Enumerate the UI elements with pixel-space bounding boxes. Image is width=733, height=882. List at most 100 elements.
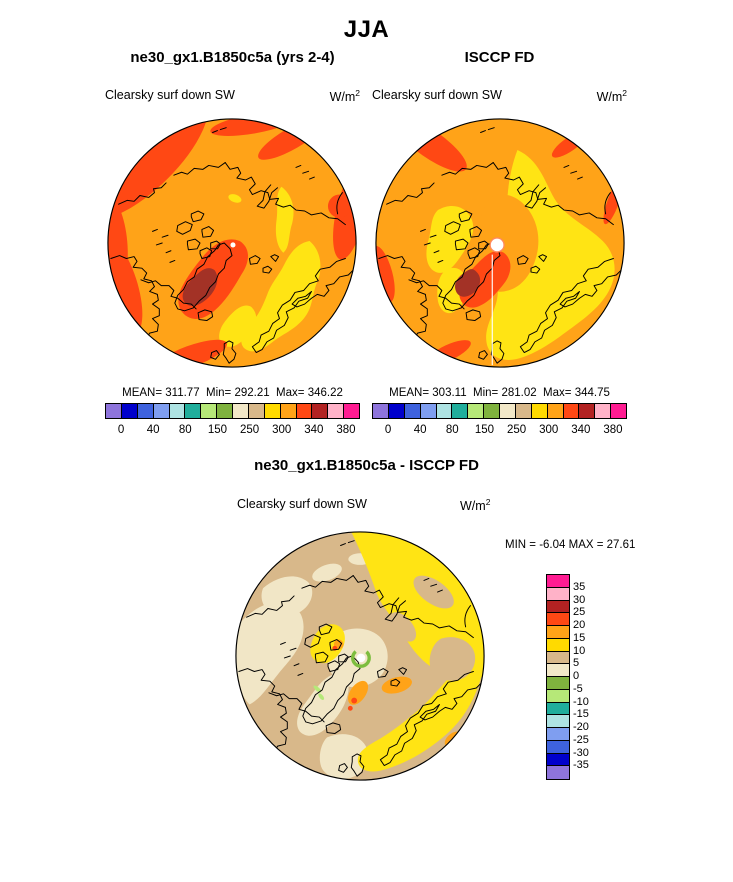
obs-field-row: Clearsky surf down SW W/m2 (372, 88, 627, 104)
colorbar-cell (547, 613, 569, 626)
model-stats: MEAN= 311.77 Min= 292.21 Max= 346.22 (122, 387, 343, 399)
colorbar-tick-label: 0 (384, 424, 392, 436)
colorbar-cell (233, 404, 249, 418)
colorbar-cell (563, 404, 580, 418)
colorbar-value-label: 30 (573, 593, 586, 606)
diff-map-outline (235, 531, 485, 781)
colorbar-cell (388, 404, 405, 418)
colorbar-cell (547, 702, 569, 716)
colorbar-cell (547, 715, 569, 728)
colorbar-value-label: -20 (573, 721, 589, 733)
colorbar-cell (328, 404, 345, 418)
colorbar-tick-label: 250 (506, 424, 527, 436)
model-units-label: W/m2 (329, 88, 360, 105)
diff-pole-dot (356, 653, 366, 663)
obs-map (375, 118, 625, 368)
colorbar-cell (579, 404, 596, 418)
colorbar-cell (373, 404, 389, 418)
colorbar-tick-label: 340 (304, 424, 324, 436)
colorbar-cell (169, 404, 186, 418)
colorbar-tick-label: 80 (178, 424, 192, 436)
colorbar-tick-label: 300 (539, 424, 559, 436)
colorbar-tick-label: 380 (336, 424, 356, 436)
model-pole-dot (230, 242, 236, 248)
colorbar-value-label: 20 (573, 619, 586, 631)
colorbar-tick-label: 80 (445, 424, 459, 436)
colorbar-tick-label: 40 (146, 424, 160, 436)
diff-field-label: Clearsky surf down SW (237, 497, 367, 511)
obs-map-outline (375, 118, 625, 368)
colorbar-tick-label: 150 (474, 424, 495, 436)
colorbar-cell (185, 404, 202, 418)
colorbar-value-label: 35 (573, 580, 586, 593)
model-colorbar (105, 403, 360, 419)
colorbar-cell (547, 404, 564, 418)
colorbar-cell (312, 404, 329, 418)
colorbar-cell (547, 689, 569, 703)
model-map (107, 118, 357, 368)
colorbar-cell (296, 404, 313, 418)
model-colorbar-ticks: 0 40 80 150 250 300 340 380 (105, 424, 362, 438)
colorbar-cell (547, 664, 569, 677)
obs-colorbar-ticks: 0 40 80 150 250 300 340 380 (372, 424, 629, 438)
model-field-row: Clearsky surf down SW W/m2 (105, 88, 360, 104)
colorbar-cell (611, 404, 626, 418)
colorbar-tick-label: 40 (413, 424, 427, 436)
colorbar-cell (547, 626, 569, 639)
figure-title: JJA (343, 16, 390, 43)
colorbar-value-label: 15 (573, 631, 586, 644)
colorbar-tick-label: 300 (272, 424, 292, 436)
colorbar-cell (547, 638, 569, 652)
colorbar-cell (531, 404, 548, 418)
colorbar-cell (547, 587, 569, 601)
colorbar-cell (547, 740, 569, 754)
colorbar-cell (217, 404, 233, 418)
colorbar-cell (404, 404, 421, 418)
colorbar-cell (547, 753, 569, 767)
colorbar-cell (452, 404, 469, 418)
model-panel-title: ne30_gx1.B1850c5a (yrs 2-4) (130, 49, 335, 66)
diff-units-label: W/m2 (460, 497, 491, 514)
obs-pole-dot (489, 237, 505, 253)
colorbar-value-label: -10 (573, 695, 589, 708)
model-map-fill-layers (107, 118, 357, 368)
colorbar-value-label: -30 (573, 746, 589, 759)
diff-pole-green-ring (351, 648, 371, 668)
colorbar-cell (547, 766, 569, 779)
diff-map (235, 531, 485, 781)
colorbar-cell (500, 404, 516, 418)
colorbar-value-label: -5 (573, 682, 583, 695)
obs-stats: MEAN= 303.11 Min= 281.02 Max= 344.75 (389, 387, 610, 399)
colorbar-value-label: -25 (573, 733, 589, 746)
obs-colorbar (372, 403, 627, 419)
colorbar-cell (547, 677, 569, 690)
colorbar-tick-label: 150 (207, 424, 228, 436)
colorbar-tick-label: 380 (603, 424, 623, 436)
colorbar-cell (344, 404, 359, 418)
colorbar-cell (248, 404, 265, 418)
colorbar-cell (515, 404, 532, 418)
colorbar-tick-label: 0 (117, 424, 125, 436)
colorbar-cell (547, 728, 569, 741)
model-map-outline (107, 118, 357, 368)
diff-colorbar-labels: 35 30 25 20 15 10 5 0 -5 -10 -15 -20 -25 -30 -35 (573, 574, 603, 780)
obs-field-label: Clearsky surf down SW (372, 88, 502, 102)
obs-panel-title: ISCCP FD (464, 49, 535, 66)
obs-units-label: W/m2 (596, 88, 627, 105)
colorbar-tick-label: 340 (571, 424, 591, 436)
colorbar-value-label: -15 (573, 708, 589, 721)
diff-title: ne30_gx1.B1850c5a - ISCCP FD (254, 457, 479, 474)
colorbar-cell (547, 600, 569, 614)
colorbar-cell (264, 404, 281, 418)
colorbar-cell (547, 575, 569, 588)
colorbar-value-label: 5 (573, 657, 580, 670)
colorbar-value-label: 25 (573, 606, 586, 619)
colorbar-cell (420, 404, 437, 418)
model-field-label: Clearsky surf down SW (105, 88, 235, 102)
colorbar-cell (106, 404, 122, 418)
obs-map-fill-layers (375, 118, 625, 368)
colorbar-cell (137, 404, 154, 418)
obs-meridian-line (491, 254, 493, 366)
diff-map-fill-layers (235, 531, 485, 781)
